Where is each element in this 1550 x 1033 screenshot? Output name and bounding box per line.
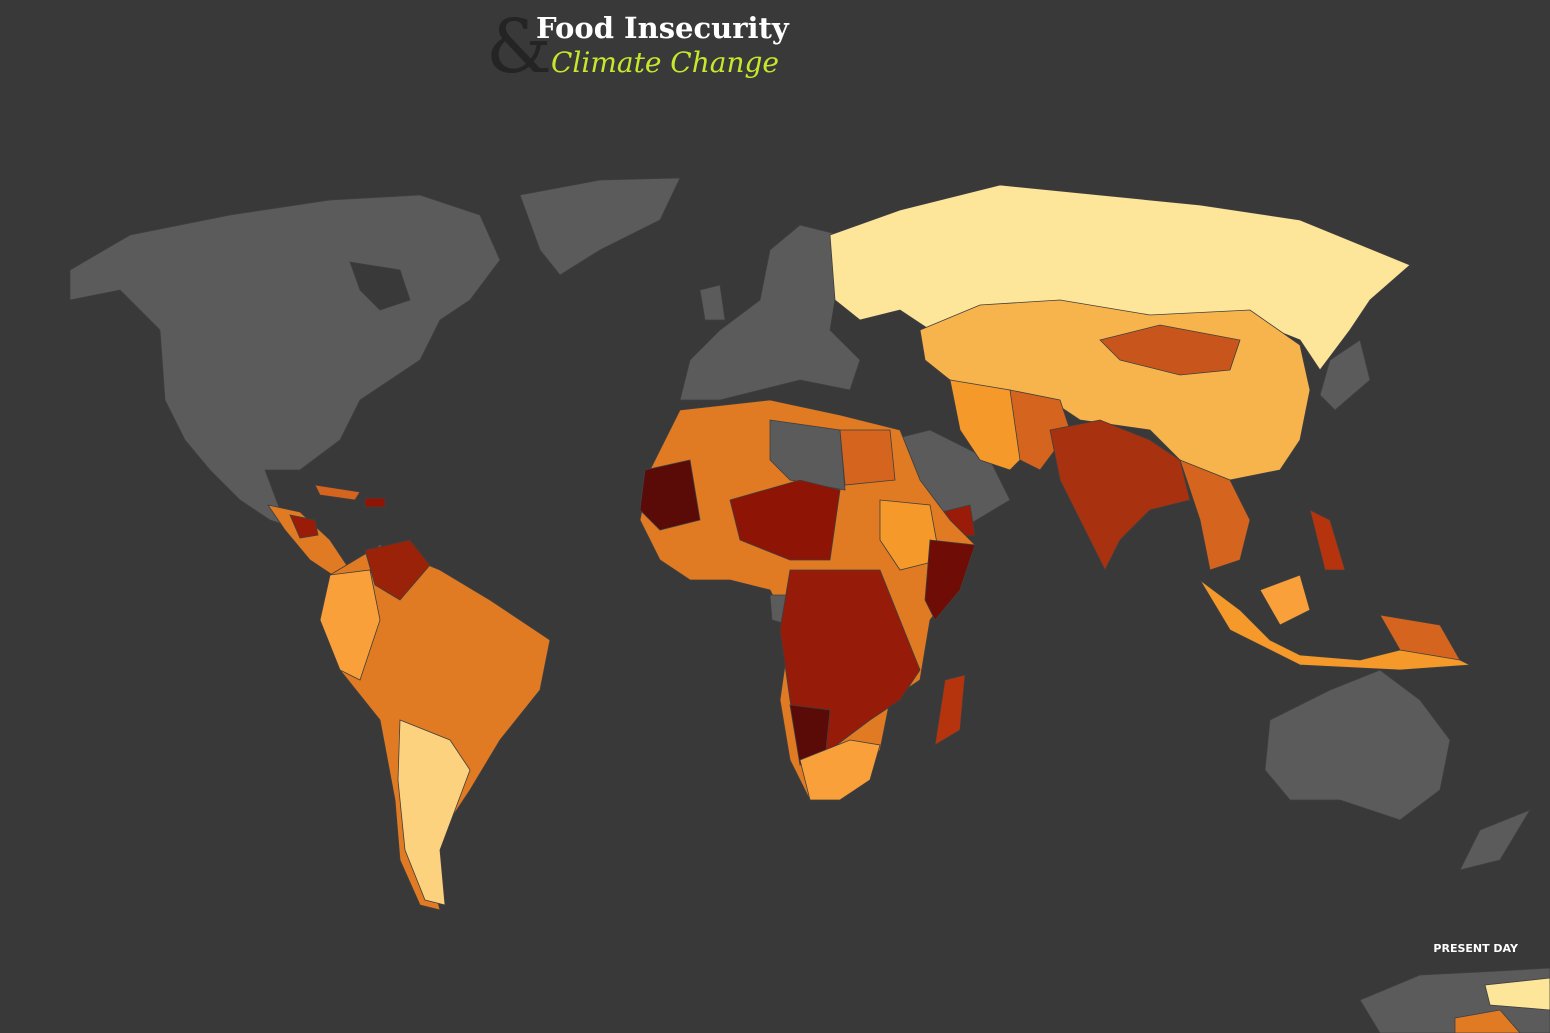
- sahel: [729, 479, 841, 561]
- title: Food Insecurity: [536, 11, 790, 45]
- madagascar: [934, 674, 966, 746]
- mongolia: [1099, 324, 1241, 376]
- inset-russia: [1484, 977, 1550, 1011]
- ethiopia: [879, 499, 941, 571]
- venezuela: [364, 539, 431, 601]
- mauritania: [639, 459, 701, 531]
- logo: &: [486, 4, 552, 90]
- andes-west: [319, 569, 381, 681]
- egypt: [839, 429, 896, 486]
- britain: [699, 284, 726, 321]
- japan: [1319, 339, 1371, 411]
- greenland: [519, 177, 681, 276]
- new-zealand: [1459, 809, 1531, 871]
- haiti: [364, 497, 386, 508]
- hudson-bay: [349, 261, 411, 311]
- borneo: [1259, 574, 1311, 626]
- australia: [1264, 669, 1451, 821]
- cuba: [314, 484, 361, 501]
- somalia: [924, 539, 976, 621]
- inset-africa: [1454, 1009, 1521, 1033]
- subtitle: Climate Change: [551, 46, 779, 79]
- central-america-red: [289, 514, 319, 539]
- period-label: PRESENT DAY: [1433, 942, 1519, 955]
- india: [1049, 419, 1191, 571]
- land: [69, 177, 1550, 1033]
- philippines: [1309, 509, 1346, 571]
- papua: [1379, 614, 1461, 661]
- argentina: [397, 719, 471, 906]
- south-africa: [799, 739, 881, 801]
- southeast-asia: [1179, 459, 1251, 571]
